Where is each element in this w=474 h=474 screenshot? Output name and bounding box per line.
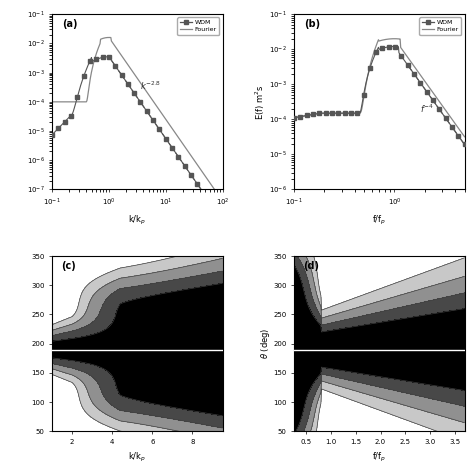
X-axis label: k/k$_p$: k/k$_p$ [128, 450, 146, 464]
Y-axis label: E(f) m$^2$s: E(f) m$^2$s [254, 84, 267, 119]
Text: $k^{-2.8}$: $k^{-2.8}$ [140, 80, 161, 92]
Y-axis label: $\theta$ (deg): $\theta$ (deg) [259, 328, 272, 359]
X-axis label: f/f$_p$: f/f$_p$ [372, 450, 386, 464]
Text: (b): (b) [304, 19, 320, 29]
Text: (d): (d) [302, 261, 319, 271]
Text: $f^{-4}$: $f^{-4}$ [420, 103, 434, 115]
Legend: WDM, Fourier: WDM, Fourier [419, 18, 461, 35]
X-axis label: k/k$_p$: k/k$_p$ [128, 214, 146, 227]
X-axis label: f/f$_p$: f/f$_p$ [372, 214, 386, 227]
Text: (c): (c) [61, 261, 75, 271]
Text: (a): (a) [63, 19, 78, 29]
Legend: WDM, Fourier: WDM, Fourier [177, 18, 219, 35]
